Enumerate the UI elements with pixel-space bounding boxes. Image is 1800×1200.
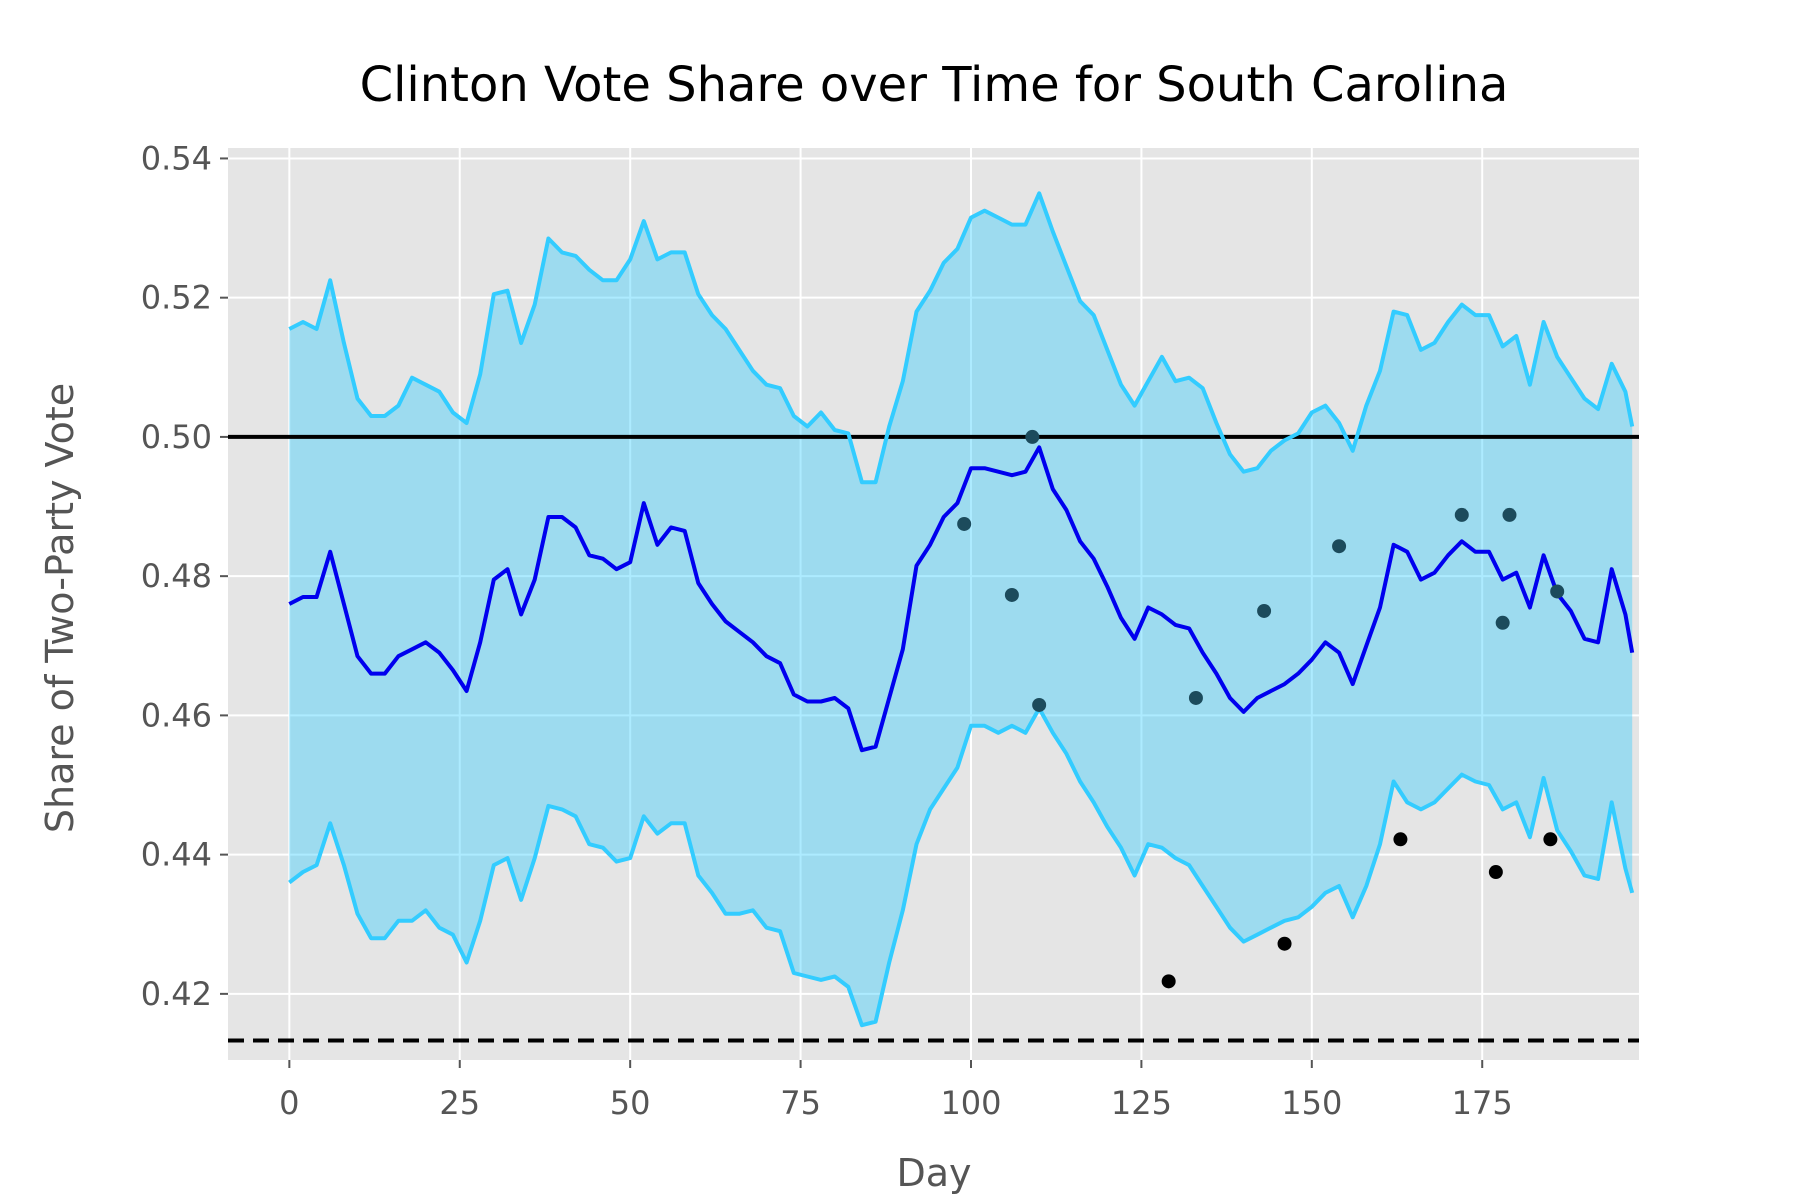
confidence-band-area bbox=[289, 193, 1633, 1026]
axis-ticks: 0 25 50 75 100 125 150 175 0.42 0.44 0.46 0.48 0.50 0… bbox=[141, 139, 1513, 1122]
x-tick-label: 125 bbox=[1111, 1084, 1172, 1122]
confidence-band bbox=[289, 193, 1633, 1026]
estimate-line bbox=[288, 445, 1635, 753]
x-tick-label: 75 bbox=[780, 1084, 821, 1122]
x-tick-label: 150 bbox=[1281, 1084, 1342, 1122]
y-tick-label: 0.50 bbox=[141, 418, 212, 456]
poll-point bbox=[1495, 615, 1510, 630]
x-tick-label: 50 bbox=[610, 1084, 651, 1122]
poll-point bbox=[1543, 832, 1558, 847]
poll-point bbox=[1393, 832, 1408, 847]
poll-point bbox=[1161, 974, 1176, 989]
poll-point bbox=[1332, 539, 1347, 554]
y-tick-label: 0.42 bbox=[141, 975, 212, 1013]
lower-bound-line bbox=[288, 706, 1635, 1028]
poll-point bbox=[1488, 865, 1503, 880]
poll-point bbox=[1032, 697, 1047, 712]
poll-point bbox=[1004, 587, 1019, 602]
poll-point bbox=[1502, 507, 1517, 522]
poll-point bbox=[957, 516, 972, 531]
y-axis-label: Share of Two-Party Vote bbox=[38, 383, 82, 833]
y-tick-label: 0.54 bbox=[141, 139, 212, 177]
upper-bound-line bbox=[288, 191, 1635, 485]
poll-point bbox=[1550, 584, 1565, 599]
x-tick-label: 100 bbox=[940, 1084, 1001, 1122]
chart-title: Clinton Vote Share over Time for South C… bbox=[360, 57, 1509, 113]
y-tick-label: 0.46 bbox=[141, 696, 212, 734]
poll-point bbox=[1025, 429, 1040, 444]
poll-point bbox=[1257, 603, 1272, 618]
x-tick-label: 25 bbox=[439, 1084, 480, 1122]
grid-lines bbox=[228, 148, 1639, 1060]
poll-point bbox=[1277, 936, 1292, 951]
x-tick-label: 0 bbox=[279, 1084, 299, 1122]
y-tick-label: 0.52 bbox=[141, 279, 212, 317]
x-tick-label: 175 bbox=[1452, 1084, 1513, 1122]
y-tick-label: 0.48 bbox=[141, 557, 212, 595]
x-axis-label: Day bbox=[896, 1151, 971, 1195]
poll-point bbox=[1454, 507, 1469, 522]
reference-lines bbox=[228, 434, 1639, 1043]
series-lines bbox=[288, 191, 1635, 1028]
plot-area bbox=[228, 148, 1639, 1060]
poll-point bbox=[1188, 690, 1203, 705]
y-tick-label: 0.44 bbox=[141, 836, 212, 874]
poll-points bbox=[957, 429, 1565, 989]
